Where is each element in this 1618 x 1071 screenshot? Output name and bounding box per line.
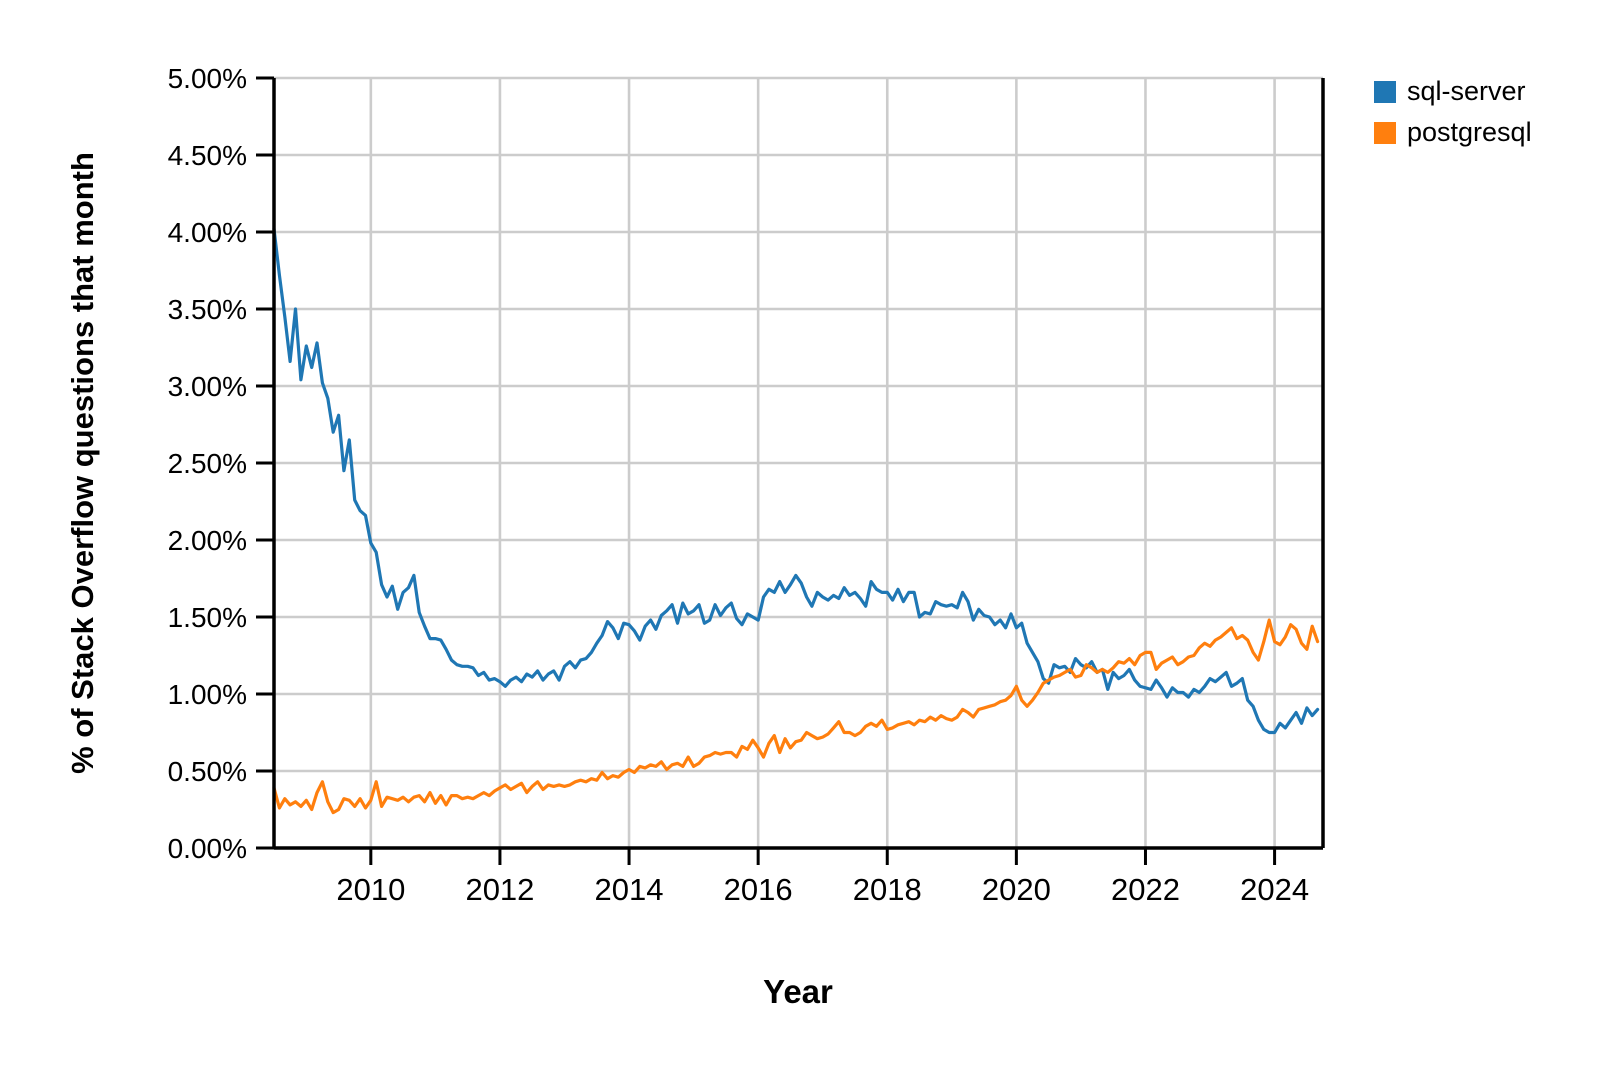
legend-swatch-icon (1374, 121, 1396, 144)
x-tick-label: 2014 (595, 872, 664, 907)
series-lines (272, 227, 1320, 815)
y-tick-label: 4.00% (168, 217, 247, 248)
legend-label: postgresql (1407, 117, 1532, 147)
y-tick-label: 3.50% (168, 294, 247, 325)
y-tick-label: 1.50% (168, 602, 247, 633)
x-tick-label: 2022 (1111, 872, 1180, 907)
x-tick-label: 2024 (1240, 872, 1309, 907)
axis-ticks (256, 76, 1277, 865)
tick-labels: 0.00% 0.50% 1.00% 1.50% 2.00% 2.50% 3.00% 3.50%… (168, 63, 1309, 907)
x-tick-label: 2016 (724, 872, 793, 907)
legend-label: sql-server (1407, 76, 1526, 106)
series-line-sql-server (272, 227, 1320, 735)
x-tick-label: 2012 (465, 872, 534, 907)
y-tick-label: 0.50% (168, 756, 247, 787)
y-tick-label: 0.00% (168, 833, 247, 864)
gridlines (274, 76, 1323, 850)
x-tick-label: 2018 (853, 872, 922, 907)
legend: sql-server postgresql (1374, 78, 1532, 146)
y-tick-label: 3.00% (168, 371, 247, 402)
y-tick-label: 2.50% (168, 448, 247, 479)
y-tick-label: 4.50% (168, 140, 247, 171)
y-tick-label: 5.00% (168, 63, 247, 94)
y-tick-label: 1.00% (168, 679, 247, 710)
x-tick-label: 2020 (982, 872, 1051, 907)
legend-item-sql-server: sql-server (1374, 78, 1532, 105)
series-line-postgresql (272, 618, 1320, 815)
y-axis-title: % of Stack Overflow questions that month (65, 152, 100, 774)
x-axis-title: Year (763, 973, 833, 1010)
legend-swatch-icon (1374, 80, 1396, 103)
y-tick-label: 2.00% (168, 525, 247, 556)
legend-item-postgresql: postgresql (1374, 119, 1532, 146)
x-tick-label: 2010 (336, 872, 405, 907)
